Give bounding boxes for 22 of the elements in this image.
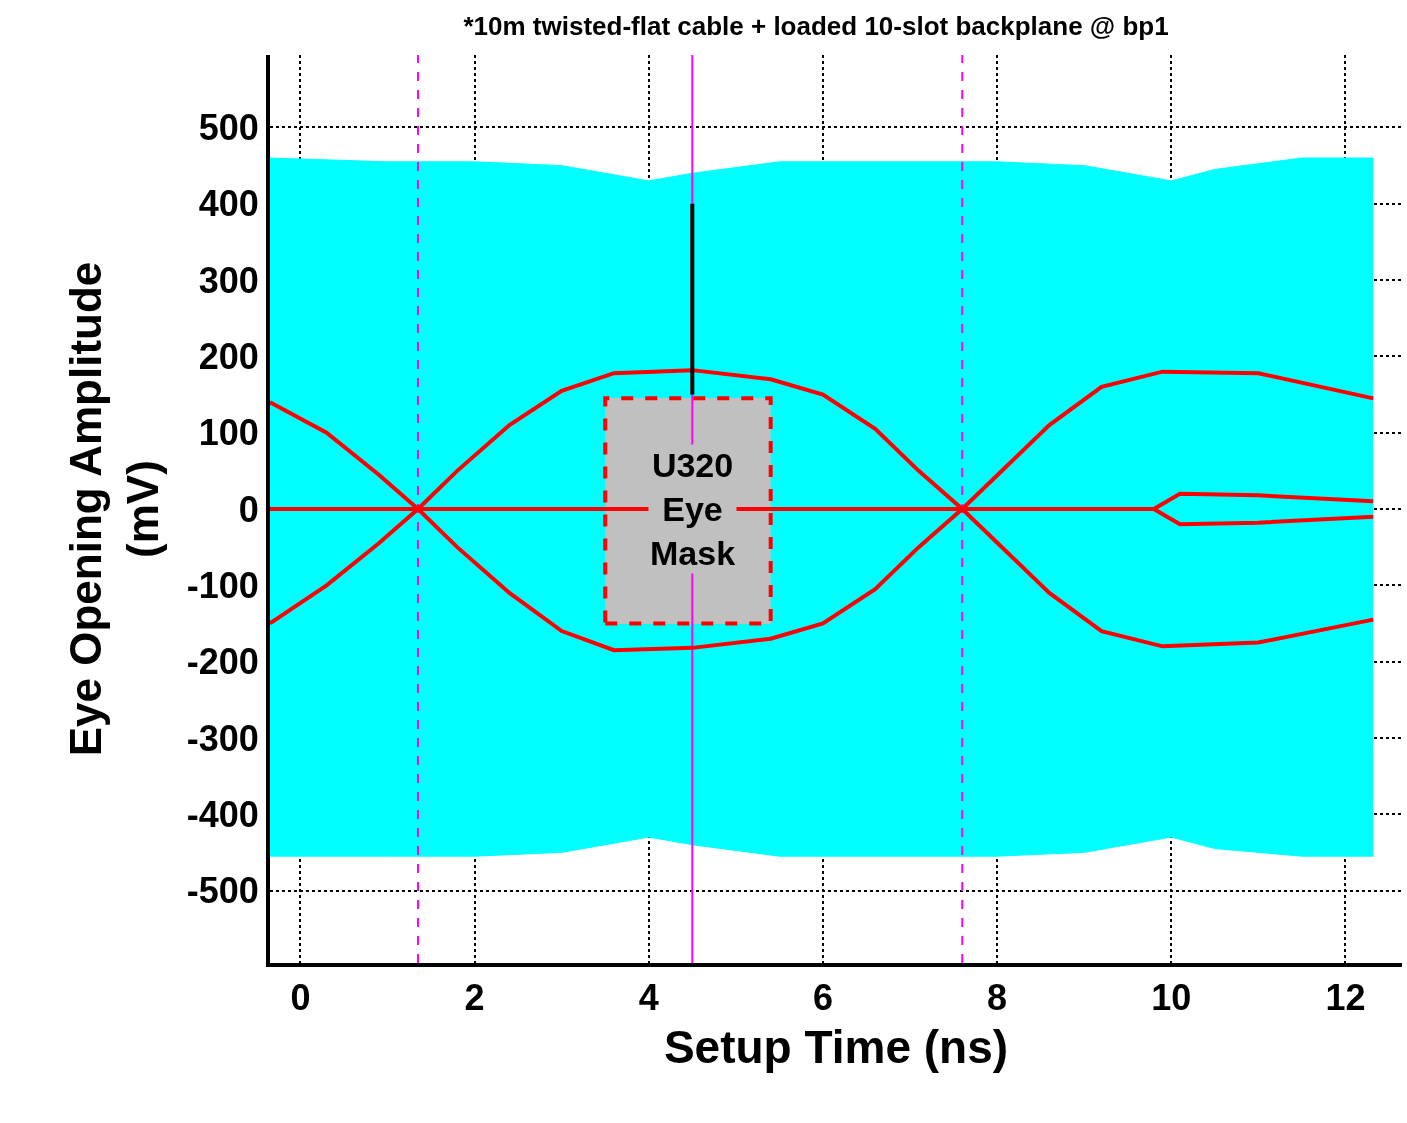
y-tick-label: -200 [186,641,259,683]
x-tick-label: 2 [464,977,485,1019]
annotation: U320 Eye Mask [650,446,736,573]
x-tick-label: 6 [812,977,833,1019]
y-tick-label: -500 [186,870,259,912]
chart-title: *10m twisted-flat cable + loaded 10-slot backplane @ bp1 [463,11,1169,42]
y-tick-label: -400 [186,793,259,835]
x-tick-label: 10 [1151,977,1192,1019]
y-axis-title: Eye Opening Amplitude (mV) [61,261,168,757]
y-tick-label: 400 [198,183,259,225]
x-tick-label: 8 [987,977,1008,1019]
x-axis-title: Setup Time (ns) [663,1021,1009,1074]
y-tick-label: 100 [198,412,259,454]
y-tick-label: -100 [186,564,259,606]
y-tick-label: -300 [186,717,259,759]
y-tick-label: 0 [238,488,259,530]
y-tick-label: 300 [198,259,259,301]
y-tick-label: 200 [198,335,259,377]
x-tick-label: 12 [1325,977,1366,1019]
x-tick-label: 0 [290,977,311,1019]
x-tick-label: 4 [638,977,659,1019]
y-tick-label: 500 [198,107,259,149]
